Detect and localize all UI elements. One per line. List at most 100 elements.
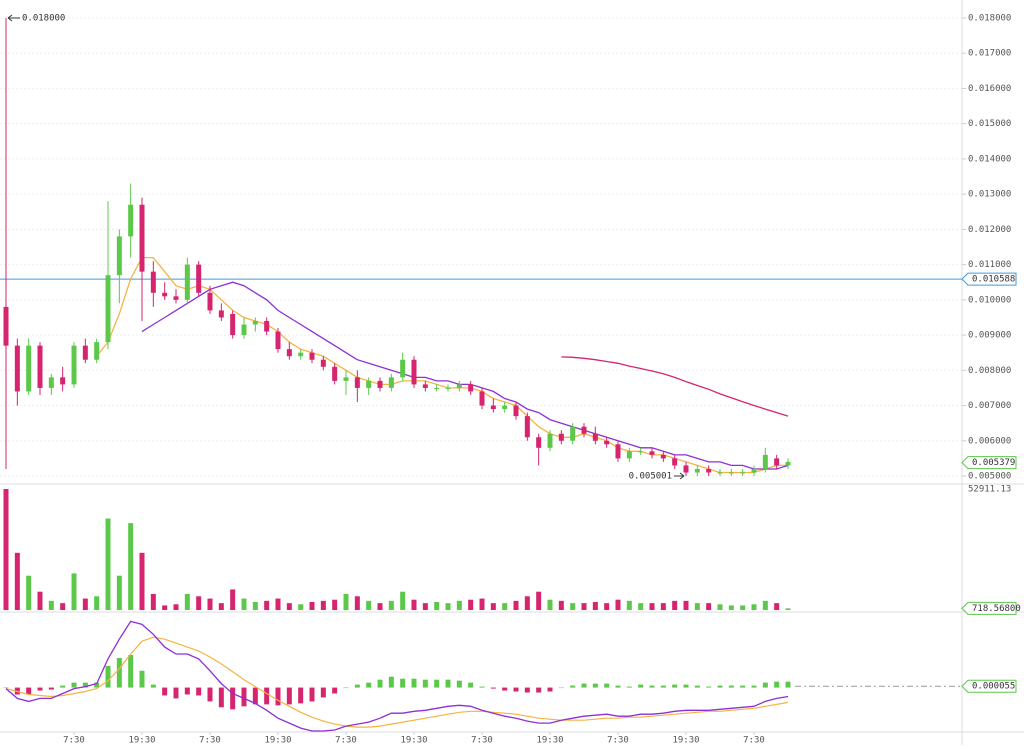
moving-average bbox=[141, 281, 789, 470]
volume-bar bbox=[672, 600, 678, 610]
histogram-bar bbox=[774, 681, 780, 688]
candle-body bbox=[218, 310, 224, 318]
y-tick-label: 0.018000 bbox=[968, 13, 1011, 23]
candle-body bbox=[615, 444, 621, 459]
candle-body bbox=[14, 345, 20, 392]
volume-bar bbox=[490, 603, 496, 610]
volume-bar bbox=[196, 596, 202, 610]
histogram-bar bbox=[309, 687, 315, 702]
histogram-bar bbox=[445, 679, 451, 688]
candle-body bbox=[683, 465, 689, 473]
volume-bar bbox=[479, 598, 485, 610]
candle-body bbox=[196, 264, 202, 293]
y-tick-label: 0.010000 bbox=[968, 295, 1011, 305]
y-tick-label: 0.014000 bbox=[968, 154, 1011, 164]
candle-body bbox=[445, 387, 451, 389]
candle-body bbox=[604, 440, 610, 445]
histogram-bar bbox=[785, 681, 791, 688]
histogram-bar bbox=[615, 685, 621, 688]
volume-bar bbox=[468, 599, 474, 610]
volume-bar bbox=[343, 593, 349, 610]
price-tag bbox=[961, 601, 1017, 615]
low-marker-arrow bbox=[674, 472, 685, 480]
histogram-bar bbox=[196, 687, 202, 696]
x-tick-label: 19:30 bbox=[536, 736, 563, 746]
candle-body bbox=[3, 306, 9, 346]
histogram-bar bbox=[82, 682, 88, 688]
candle-body bbox=[71, 345, 77, 385]
candle-body bbox=[26, 345, 32, 392]
volume-bar bbox=[105, 518, 111, 610]
volume-bar bbox=[706, 603, 712, 610]
histogram-bar bbox=[298, 687, 304, 704]
y-tick-label: 0.009000 bbox=[968, 331, 1011, 341]
candle-body bbox=[377, 380, 383, 388]
candle-body bbox=[468, 384, 474, 392]
high-marker-label: 0.018000 bbox=[22, 13, 65, 23]
volume-bar bbox=[502, 603, 508, 610]
x-tick-label: 7:30 bbox=[199, 736, 221, 746]
volume-bar bbox=[513, 600, 519, 610]
candle-body bbox=[128, 204, 134, 237]
histogram-bar bbox=[26, 687, 32, 695]
candle-body bbox=[162, 292, 168, 297]
price-tag bbox=[961, 272, 1017, 286]
histogram-bar bbox=[60, 685, 66, 688]
y-tick-label: 0.007000 bbox=[968, 401, 1011, 411]
candle-body bbox=[354, 377, 360, 388]
price-tag-label: 718.56800 bbox=[972, 604, 1021, 614]
volume-bar bbox=[400, 591, 406, 610]
candle-body bbox=[343, 377, 349, 381]
candle-body bbox=[241, 324, 247, 336]
volume-bar bbox=[604, 603, 610, 610]
histogram-bar bbox=[728, 685, 734, 688]
volume-bar bbox=[536, 591, 542, 610]
candle-body bbox=[592, 433, 598, 441]
candle-body bbox=[694, 468, 700, 473]
x-tick-label: 19:30 bbox=[400, 736, 427, 746]
candle-body bbox=[434, 387, 440, 389]
histogram-bar bbox=[37, 687, 43, 691]
volume-bar bbox=[570, 603, 576, 610]
y-tick-label: 0.008000 bbox=[968, 366, 1011, 376]
histogram-bar bbox=[706, 686, 712, 688]
candle-body bbox=[570, 426, 576, 441]
candle-body bbox=[456, 384, 462, 388]
volume-bar bbox=[774, 603, 780, 610]
histogram-bar bbox=[230, 687, 236, 710]
candle-body bbox=[740, 472, 746, 474]
histogram-bar bbox=[683, 684, 689, 688]
candle-body bbox=[479, 391, 485, 406]
histogram-bar bbox=[717, 685, 723, 688]
histogram-bar bbox=[468, 682, 474, 688]
histogram-bar bbox=[524, 687, 530, 693]
price-tag-label: 0.000055 bbox=[972, 682, 1015, 692]
histogram-bar bbox=[649, 685, 655, 688]
candle-body bbox=[502, 405, 508, 410]
volume-bar bbox=[683, 600, 689, 610]
histogram-bar bbox=[332, 687, 338, 694]
candle-body bbox=[388, 377, 394, 388]
candle-body bbox=[672, 458, 678, 466]
volume-bar bbox=[275, 598, 281, 610]
y-tick-label: 0.011000 bbox=[968, 260, 1011, 270]
volume-bar bbox=[320, 600, 326, 610]
price-tag-label: 0.010588 bbox=[972, 275, 1015, 285]
histogram-bar bbox=[434, 679, 440, 688]
high-marker-arrow bbox=[7, 14, 20, 22]
histogram-bar bbox=[207, 687, 213, 702]
volume-bar bbox=[354, 596, 360, 610]
y-tick-label: 52911.13 bbox=[968, 485, 1011, 495]
macd-line bbox=[5, 620, 789, 732]
candle-body bbox=[82, 345, 88, 360]
histogram-bar bbox=[94, 682, 100, 688]
histogram-bar bbox=[150, 684, 156, 688]
histogram-bar bbox=[547, 687, 553, 692]
volume-bar bbox=[524, 596, 530, 610]
y-tick-label: 0.017000 bbox=[968, 49, 1011, 59]
histogram-bar bbox=[694, 685, 700, 688]
histogram-bar bbox=[241, 687, 247, 707]
volume-bar bbox=[26, 575, 32, 610]
histogram-bar bbox=[184, 687, 190, 695]
volume-bar bbox=[48, 600, 54, 610]
